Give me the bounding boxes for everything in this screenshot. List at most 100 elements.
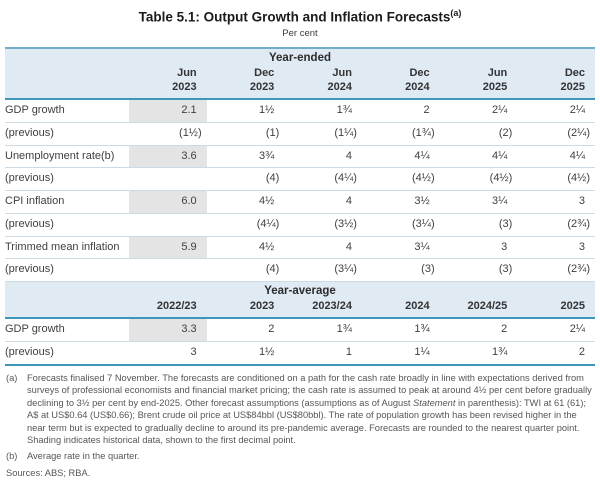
cell-value: 3¼ [439,190,518,214]
cell-value: (3) [361,258,440,283]
column-header: Dec 2024 [361,64,440,101]
cell-value: 3.6 [129,145,207,169]
column-header: 2022/23 [129,298,207,320]
data-row: Trimmed mean inflation 5.9 4½ 4 3¼ 3 3 [5,236,595,260]
year-ended-band-row: Year-ended [5,47,595,65]
cell-value: 1¾ [361,318,440,343]
row-label: Trimmed mean inflation [5,236,129,260]
cell-value: (3¼) [284,258,362,283]
page-title-text: Table 5.1: Output Growth and Inflation F… [138,9,451,25]
cell-value: 4¼ [361,145,440,169]
cell-value: (3) [439,258,518,283]
cell-value [129,258,207,283]
footnotes: (a) Forecasts finalised 7 November. The … [5,372,597,478]
year-average-band-row: Year-average [5,281,595,299]
cell-value: (1) [206,122,285,146]
cell-value: (1½) [129,122,207,146]
cell-value: (3¼) [361,213,440,237]
cell-value: 3 [517,190,595,214]
cell-value: (2¾) [517,258,595,283]
row-label: GDP growth [5,99,129,123]
data-row: GDP growth 3.3 2 1¾ 1¾ 2 2¼ [5,318,595,343]
column-header-spacer [5,298,129,320]
footnote-a: (a) Forecasts finalised 7 November. The … [5,372,597,447]
year-ended-header: Year-ended Jun 2023 Dec 2023 Jun 2024 Dec 2… [5,47,595,101]
cell-value: 4½ [206,190,285,214]
cell-value: (2) [439,122,518,146]
year-ended-band-label: Year-ended [5,47,595,65]
cell-value: (4½) [361,167,440,192]
column-header: Jun 2023 [129,64,207,101]
previous-row: (previous) (4) (4¼) (4½) (4½) (4½) [5,167,595,192]
cell-value: 2¼ [517,99,595,123]
footnote-a-text-after: in parenthesis): TWI at 61 (61); A$ at U… [27,397,586,446]
cell-value: 2¼ [517,318,595,343]
previous-row: (previous) (4) (3¼) (3) (3) (2¾) [5,258,595,283]
table-subtitle: Per cent [282,27,318,39]
cell-value: (1¾) [361,122,440,146]
footnote-a-italic-word: Statement [413,397,456,408]
column-header: 2024 [361,298,440,320]
column-header: 2023 [206,298,285,320]
page-title: Table 5.1: Output Growth and Inflation F… [5,8,595,25]
title-footnote-marker: (a) [450,8,462,18]
row-label: (previous) [5,213,129,237]
cell-value [129,213,207,237]
cell-value: 4 [284,145,362,169]
footnote-b-marker: (b) [6,450,18,461]
year-average-body: GDP growth 3.3 2 1¾ 1¾ 2 2¼ (previous) 3 1½ 1 1¼ 1¾ 2 [5,318,595,366]
sources-line: Sources: ABS; RBA. [6,468,91,479]
year-ended-body: GDP growth 2.1 1½ 1¾ 2 2¼ 2¼ (previous) (1½) (1)(… [5,99,595,283]
cell-value: 2 [361,99,440,123]
data-row: Unemployment rate(b) 3.6 3¾ 4 4¼ 4¼ 4¼ [5,145,595,169]
year-average-header: Year-average 2022/23 2023 2023/24 2024 2024/… [5,281,595,320]
cell-value: 3.3 [129,318,207,343]
cell-value: 1 [284,341,362,366]
row-label: (previous) [5,167,129,192]
previous-row: (previous) (1½) (1) (1¼) (1¾) (2) (2¼) [5,122,595,146]
footnote-b: (b) Average rate in the quarter. [5,450,597,462]
footnote-a-marker: (a) [6,372,18,383]
column-header: 2024/25 [439,298,518,320]
row-label: Unemployment rate(b) [5,145,129,169]
footnote-a-text: Forecasts finalised 7 November. The fore… [27,373,592,445]
cell-value: 3¼ [361,236,440,260]
row-label: CPI inflation [5,190,129,214]
row-label: GDP growth [5,318,129,343]
cell-value: 1½ [206,99,285,123]
forecast-table: Year-ended Jun 2023 Dec 2023 Jun 2024 Dec 2… [5,46,595,366]
cell-value: 2 [439,318,518,343]
footnote-b-text: Average rate in the quarter. [27,450,140,461]
cell-value: (4¼) [284,167,362,192]
data-row: CPI inflation 6.0 4½ 4 3½ 3¼ 3 [5,190,595,214]
column-header: Jun 2025 [439,64,518,101]
cell-value: (4½) [517,167,595,192]
column-header-spacer [5,64,129,101]
cell-value: 2 [517,341,595,366]
cell-value: 1¾ [439,341,518,366]
cell-value: 2 [206,318,285,343]
cell-value: 4½ [206,236,285,260]
column-header: Dec 2023 [206,64,285,101]
cell-value: (3) [439,213,518,237]
data-row: GDP growth 2.1 1½ 1¾ 2 2¼ 2¼ [5,99,595,123]
previous-row: (previous) (4¼) (3½) (3¼) (3) (2¾) [5,213,595,237]
cell-value: 3 [517,236,595,260]
cell-value: 3½ [361,190,440,214]
cell-value: 6.0 [129,190,207,214]
column-header: 2023/24 [284,298,362,320]
cell-value: 4¼ [517,145,595,169]
footnote-a-text-before: Forecasts finalised 7 November. The fore… [27,372,592,408]
cell-value: 3 [439,236,518,260]
cell-value: (4) [206,258,285,283]
year-average-column-headers: 2022/23 2023 2023/24 2024 2024/25 2025 [5,298,595,320]
cell-value: (3½) [284,213,362,237]
cell-value: (2¼) [517,122,595,146]
cell-value: 1¾ [284,318,362,343]
cell-value: (4¼) [206,213,285,237]
cell-value: 1¼ [361,341,440,366]
cell-value: 4¼ [439,145,518,169]
forecast-table-page: Table 5.1: Output Growth and Inflation F… [5,8,597,478]
cell-value [129,167,207,192]
cell-value: (4) [206,167,285,192]
